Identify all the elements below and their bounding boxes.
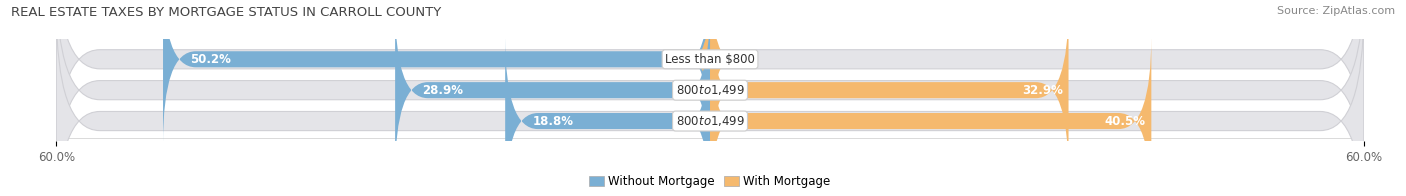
Text: $800 to $1,499: $800 to $1,499 [675, 114, 745, 128]
FancyBboxPatch shape [395, 5, 710, 175]
Text: 40.5%: 40.5% [1105, 114, 1146, 128]
FancyBboxPatch shape [56, 0, 1364, 173]
Text: 28.9%: 28.9% [422, 84, 464, 97]
FancyBboxPatch shape [56, 7, 1364, 196]
FancyBboxPatch shape [679, 0, 742, 144]
FancyBboxPatch shape [163, 0, 710, 144]
FancyBboxPatch shape [710, 5, 1069, 175]
Text: 18.8%: 18.8% [533, 114, 574, 128]
Text: 32.9%: 32.9% [1022, 84, 1063, 97]
FancyBboxPatch shape [56, 0, 1364, 196]
Text: REAL ESTATE TAXES BY MORTGAGE STATUS IN CARROLL COUNTY: REAL ESTATE TAXES BY MORTGAGE STATUS IN … [11, 6, 441, 19]
Text: 0.2%: 0.2% [723, 53, 756, 66]
Text: Less than $800: Less than $800 [665, 53, 755, 66]
Text: Source: ZipAtlas.com: Source: ZipAtlas.com [1277, 6, 1395, 16]
Text: $800 to $1,499: $800 to $1,499 [675, 83, 745, 97]
Text: 50.2%: 50.2% [190, 53, 231, 66]
FancyBboxPatch shape [710, 36, 1152, 196]
FancyBboxPatch shape [505, 36, 710, 196]
Legend: Without Mortgage, With Mortgage: Without Mortgage, With Mortgage [589, 175, 831, 188]
